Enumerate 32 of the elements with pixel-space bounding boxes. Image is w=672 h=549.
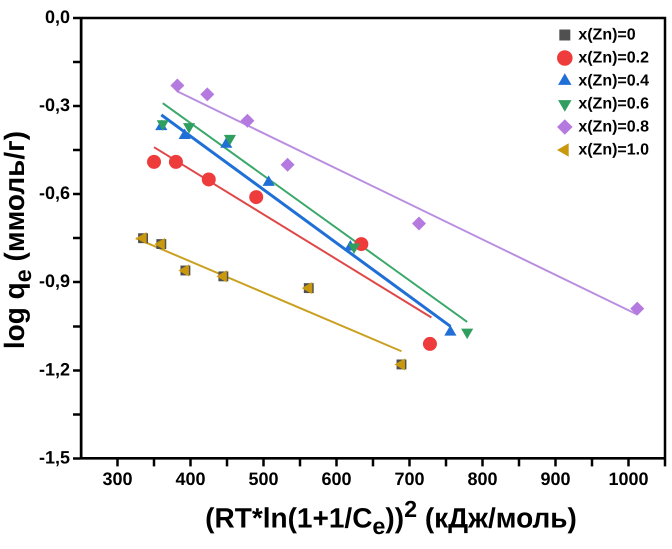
x-tick-label: 1000 [608, 469, 649, 490]
point [202, 172, 216, 186]
point [249, 190, 264, 204]
legend-label: x(Zn)=0 [578, 26, 636, 44]
point [630, 302, 644, 316]
x-tick-label: 300 [102, 469, 133, 490]
point [200, 87, 214, 102]
y-tick-label: -0,6 [38, 183, 70, 204]
y-tick-label: 0,0 [44, 6, 70, 27]
point [168, 154, 183, 169]
x-tick-label: 800 [467, 469, 498, 490]
legend-label: x(Zn)=0.8 [578, 118, 650, 136]
point [170, 78, 184, 93]
point [240, 114, 254, 128]
x-tick-label: 400 [175, 469, 206, 490]
x-tick-label: 900 [540, 469, 571, 490]
legend-label: x(Zn)=0.2 [578, 49, 650, 66]
y-tick-label: -1,2 [38, 359, 70, 380]
x-tick-label: 600 [321, 469, 352, 490]
x-tick-label: 700 [394, 469, 425, 490]
y-tick-label: -1,5 [38, 447, 70, 468]
legend-label: x(Zn)=0.6 [578, 95, 650, 112]
y-tick-label: -0,9 [38, 271, 70, 292]
y-tick-label: -0,3 [38, 95, 70, 116]
point [412, 216, 426, 231]
x-tick-label: 500 [248, 469, 279, 490]
x-axis-title: (RT*ln(1+1/C$_{e}$))$^{2}$ (кДж/моль) [204, 496, 578, 540]
point [422, 336, 437, 351]
point [280, 158, 295, 172]
legend-label: x(Zn)=1.0 [578, 141, 650, 158]
legend-label: x(Zn)=0.4 [578, 72, 650, 90]
point [147, 154, 162, 169]
